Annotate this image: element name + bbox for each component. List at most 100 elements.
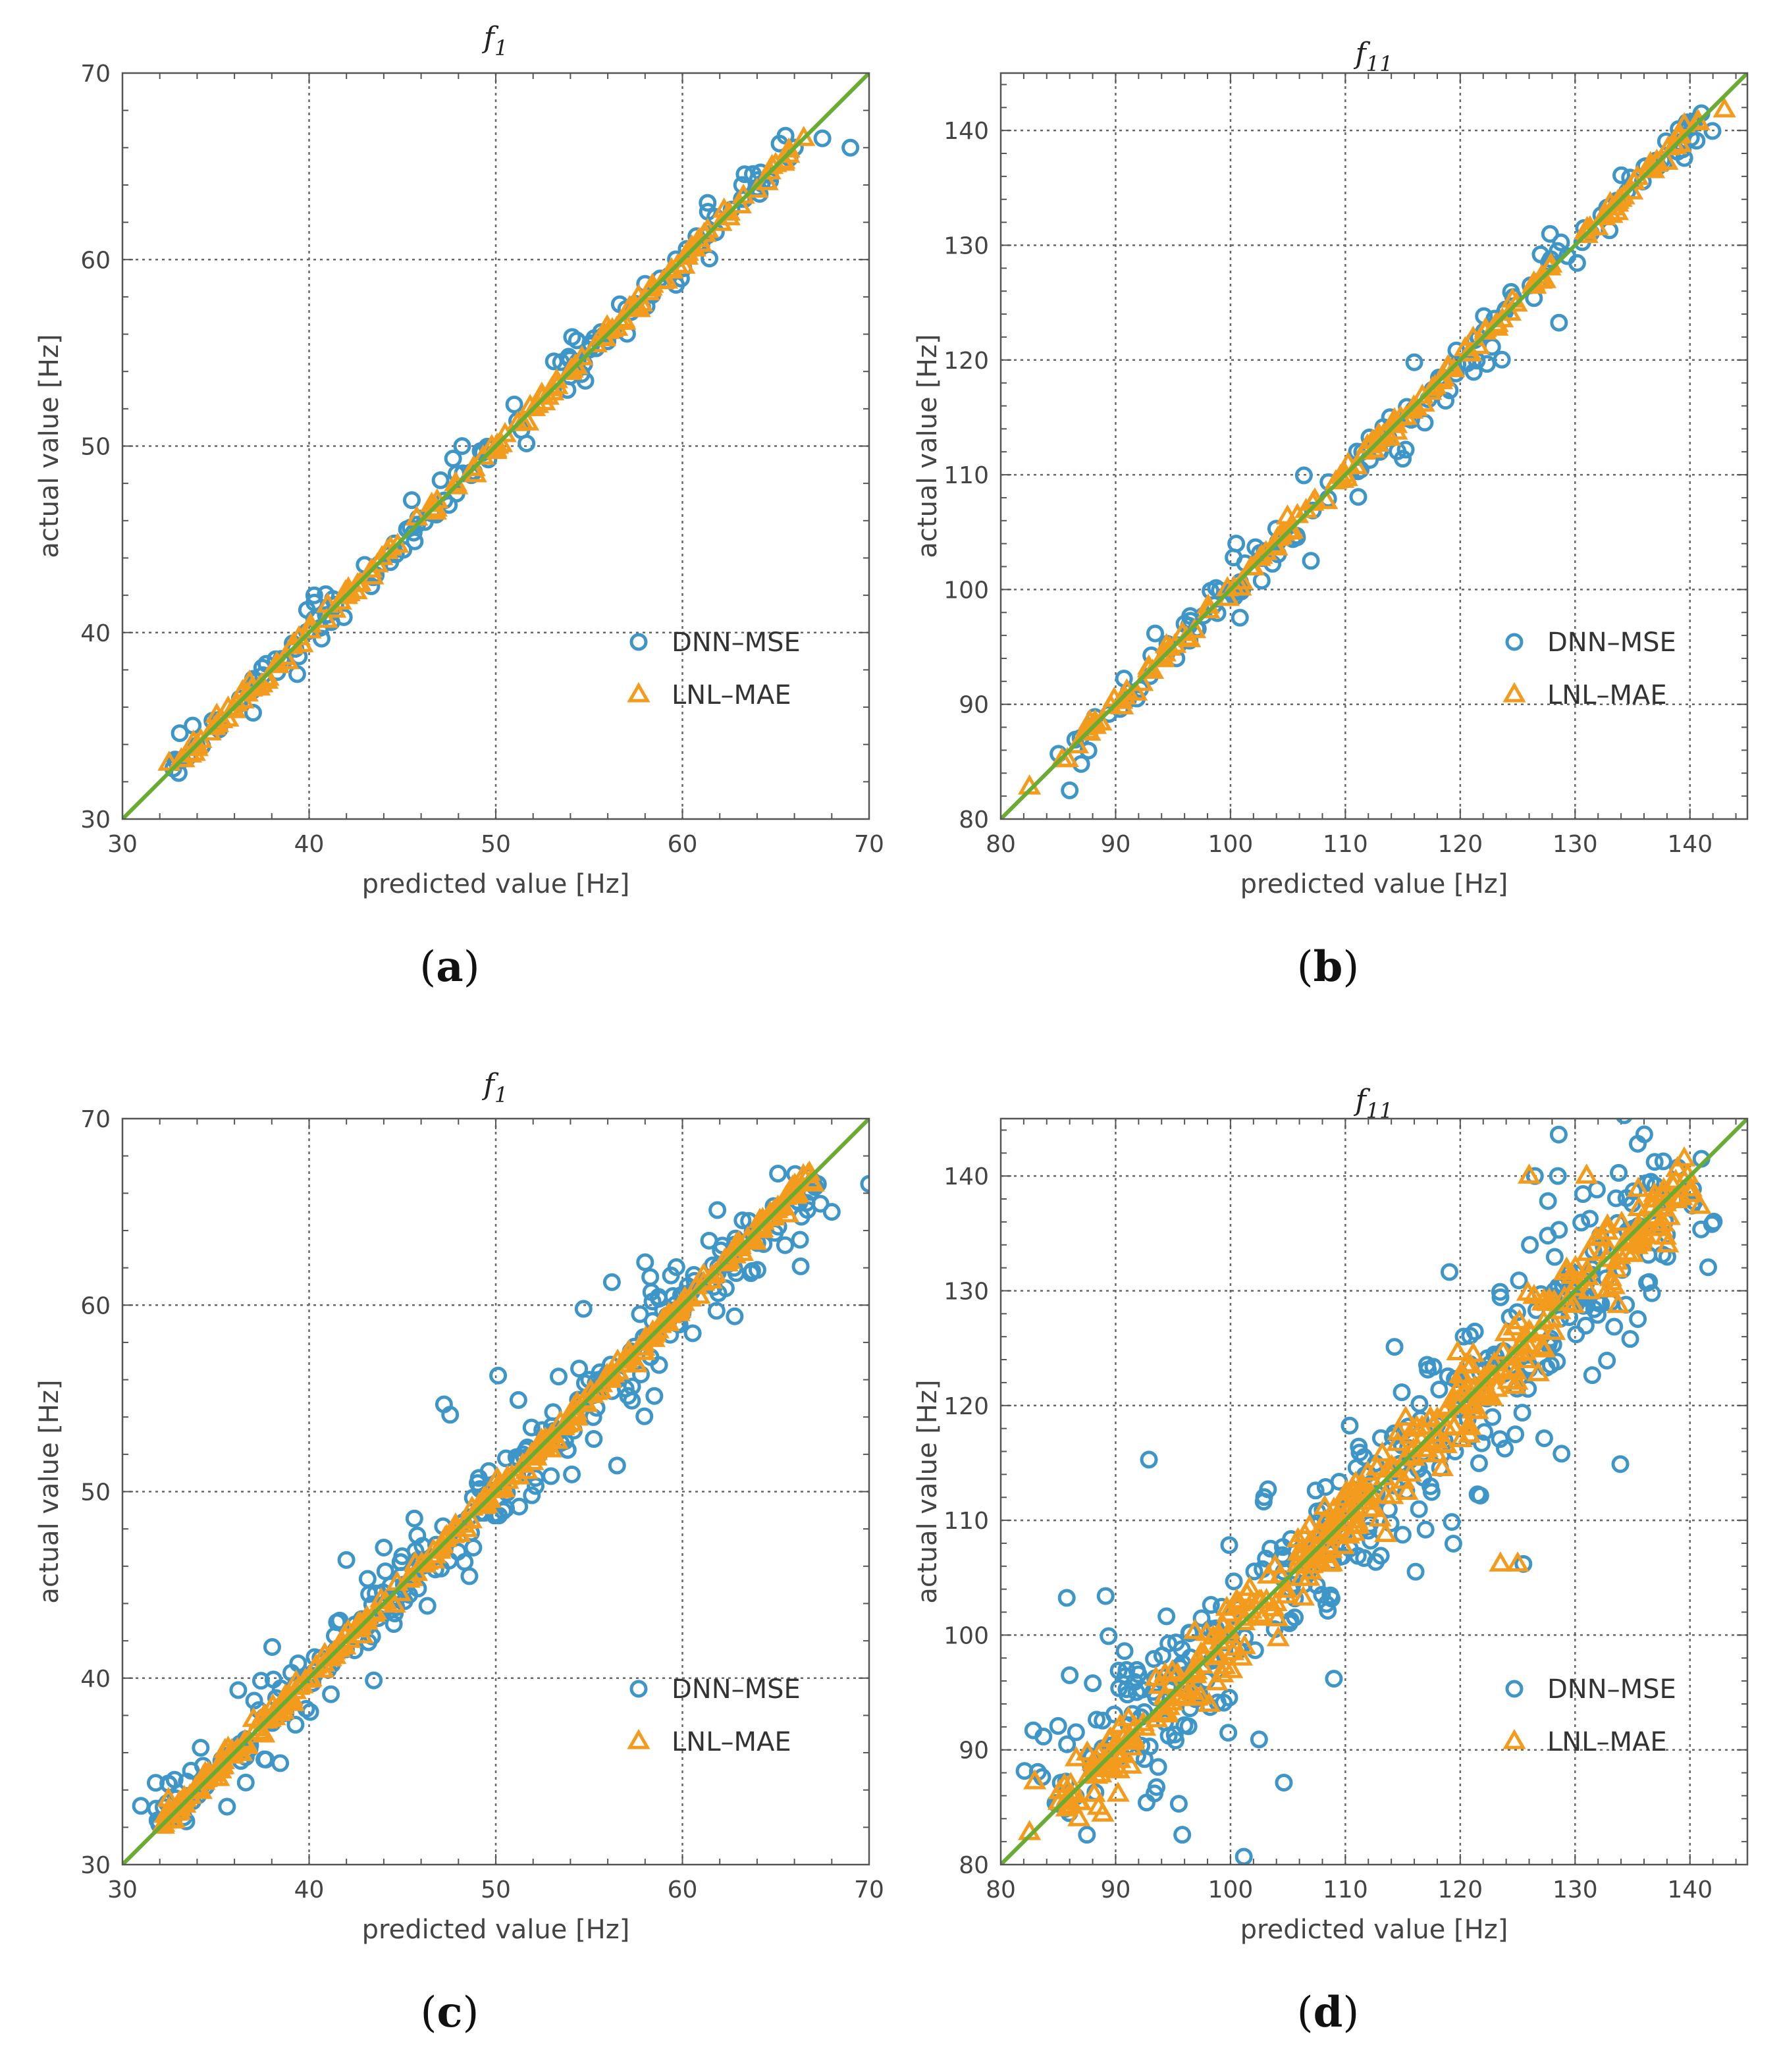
lnl-mae-point <box>1335 1479 1358 1500</box>
dnn-mse-point <box>496 1449 515 1468</box>
dnn-mse-point <box>1084 1674 1102 1693</box>
reference-line <box>122 73 869 819</box>
y-axis-label: actual value [Hz] <box>34 334 65 558</box>
lnl-mae-point <box>1023 1769 1047 1790</box>
lnl-mae-point <box>1365 1455 1389 1476</box>
dnn-mse-point <box>641 1268 660 1287</box>
dnn-mse-point <box>1454 1327 1473 1346</box>
dnn-mse-point <box>405 1509 423 1527</box>
panel-title: f11 <box>1353 37 1393 76</box>
lnl-mae-point <box>273 645 298 665</box>
dnn-mse-point <box>1105 1705 1123 1724</box>
lnl-mae-point <box>1229 1645 1254 1666</box>
dnn-mse-point <box>460 1567 479 1585</box>
dnn-mse-point <box>563 1465 581 1483</box>
lnl-mae-point <box>1418 1407 1441 1427</box>
lnl-mae-point <box>1494 1321 1518 1341</box>
chart-panel-b: 80 90 100 110 120 130 140 80 90 100 110 120 130 140 pr… <box>913 37 1749 992</box>
y-tick-label: 90 <box>959 1738 989 1765</box>
plot-frame <box>121 72 870 820</box>
lnl-mae-point <box>1265 1606 1289 1627</box>
y-tick-label: 140 <box>943 118 989 145</box>
y-tick-label: 40 <box>80 1666 111 1693</box>
y-tick-label: 70 <box>80 61 111 88</box>
dnn-mse-point <box>1245 1562 1263 1581</box>
dnn-mse-point <box>385 1615 403 1634</box>
y-axis-label: actual value [Hz] <box>913 334 943 558</box>
lnl-mae-point <box>1653 1224 1678 1245</box>
dnn-mse-point <box>509 1391 527 1409</box>
y-tick-label: 110 <box>943 462 989 489</box>
lnl-mae-point <box>1394 404 1418 425</box>
lnl-mae-point <box>1576 1240 1600 1262</box>
lnl-mae-point <box>1589 1225 1613 1245</box>
dnn-mse-point <box>1350 1437 1368 1456</box>
legend-marker-lnl-mae <box>627 1728 651 1749</box>
dnn-mse-point <box>1621 1330 1639 1348</box>
y-tick-label: 50 <box>80 1479 111 1506</box>
lnl-mae-point <box>1266 1626 1290 1647</box>
dnn-mse-point <box>1468 1485 1487 1504</box>
lnl-mae-point <box>1111 694 1134 714</box>
lnl-mae-point <box>1670 1184 1693 1206</box>
legend: DNN–MSE LNL–MAE <box>627 627 801 710</box>
x-tick-label: 40 <box>294 831 325 858</box>
lnl-mae-point <box>1446 1340 1470 1360</box>
x-tick-label: 140 <box>1667 1876 1713 1903</box>
dnn-mse-point <box>636 1253 654 1271</box>
lnl-mae-point <box>1595 1246 1619 1267</box>
dnn-mse-point <box>1419 1360 1437 1379</box>
dnn-mse-point <box>322 1685 340 1703</box>
legend-label-dnn-mse: DNN–MSE <box>1547 627 1676 658</box>
lnl-mae-point <box>1626 1216 1650 1237</box>
plot-frame <box>121 1117 870 1866</box>
dnn-mse-point <box>1167 1634 1185 1652</box>
dnn-mse-point <box>631 1365 650 1383</box>
lnl-mae-point <box>1643 1181 1666 1202</box>
dnn-mse-point <box>650 1356 668 1374</box>
lnl-mae-point <box>1067 1806 1091 1826</box>
dnn-mse-point <box>1325 1670 1343 1688</box>
chart-panel-a: 30 40 50 60 70 30 40 50 60 70 predicted value [Hz]… <box>34 21 884 992</box>
lnl-mae-point <box>560 357 584 378</box>
dnn-mse-point <box>574 1300 593 1318</box>
lnl-mae-point <box>718 1248 741 1269</box>
lnl-mae-point <box>1645 1215 1669 1236</box>
dnn-mse-point <box>645 1387 664 1405</box>
lnl-mae-point <box>1125 680 1148 701</box>
dnn-mse-point <box>1341 1416 1359 1435</box>
panel-title: f1 <box>482 21 508 61</box>
lnl-mae-point <box>1356 1460 1379 1481</box>
lnl-mae-point <box>265 1697 290 1718</box>
lnl-mae-point <box>1181 1680 1204 1700</box>
dnn-mse-point <box>1645 1153 1664 1171</box>
dnn-mse-point <box>1510 1271 1528 1290</box>
lnl-mae-point <box>1298 1514 1321 1534</box>
dnn-mse-point <box>1100 1627 1118 1645</box>
dnn-mse-point <box>1219 1724 1238 1742</box>
dnn-mse-point <box>1235 1847 1253 1865</box>
dnn-mse-point <box>542 1467 560 1485</box>
lnl-mae-point <box>299 1666 323 1687</box>
dnn-mse-point <box>1605 1317 1624 1336</box>
dnn-mse-point <box>1531 245 1550 263</box>
lnl-mae-point <box>1268 1563 1292 1583</box>
chart-panel-d: 80 90 100 110 120 130 140 80 90 100 110 120 130 140 pr… <box>913 1084 1749 2037</box>
dnn-mse-point <box>1513 1404 1531 1422</box>
lnl-mae-point <box>723 1243 747 1263</box>
lnl-mae-point <box>1688 1193 1712 1214</box>
dnn-mse-point <box>662 1266 680 1285</box>
lnl-mae-point <box>1216 1601 1240 1622</box>
lnl-mae-point <box>1498 300 1522 321</box>
lnl-mae-point <box>1491 1339 1515 1360</box>
dnn-mse-point <box>1015 1762 1034 1780</box>
dnn-mse-point <box>1133 1680 1152 1699</box>
lnl-mae-point <box>1506 1551 1529 1572</box>
legend-marker-lnl-mae <box>1502 681 1526 703</box>
legend-label-lnl-mae: LNL–MAE <box>672 1727 791 1757</box>
dnn-mse-point <box>1654 1152 1672 1171</box>
lnl-mae-point <box>1398 1461 1422 1482</box>
lnl-mae-point <box>1394 1405 1418 1426</box>
lnl-mae-point <box>1458 1415 1482 1435</box>
dnn-mse-point <box>1699 1258 1717 1277</box>
